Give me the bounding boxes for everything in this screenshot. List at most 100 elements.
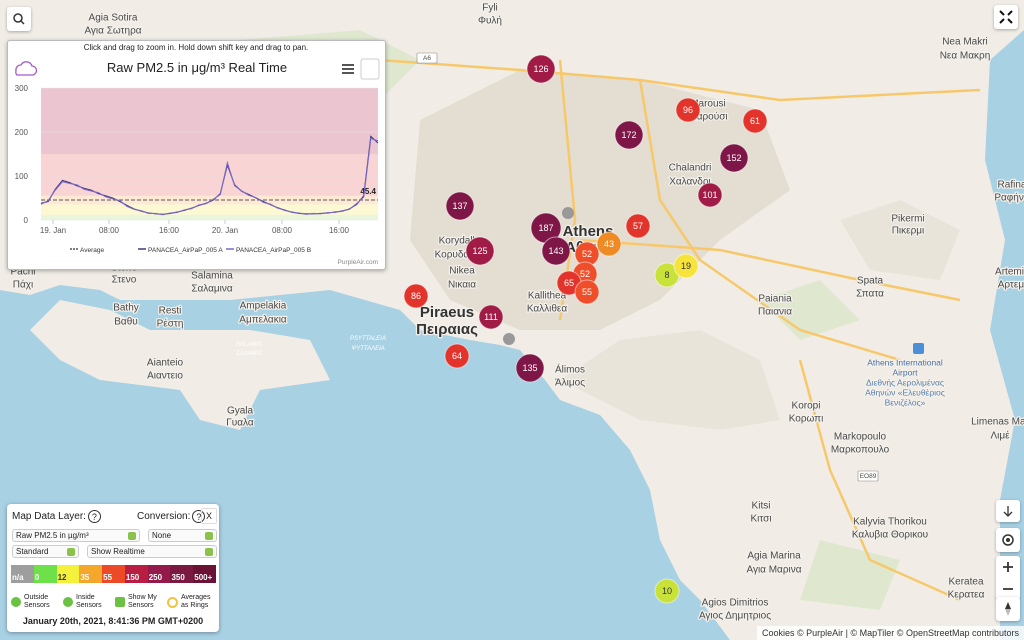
sensor-marker[interactable] xyxy=(515,353,545,383)
road-label: EO89 xyxy=(860,473,877,480)
color-scale: n/a 0 12 35 55 150 250 350 500+ xyxy=(11,565,217,583)
scale-label: 350 xyxy=(171,573,185,582)
help-button[interactable]: ? xyxy=(87,510,101,523)
sensor-marker[interactable] xyxy=(675,97,701,123)
icon xyxy=(1003,506,1013,517)
place-name: Artemis xyxy=(995,267,1024,278)
label: Conversion: xyxy=(137,511,191,522)
option-label: Averages as Rings xyxy=(181,594,211,609)
locate-button[interactable] xyxy=(996,528,1020,552)
help-button[interactable]: ? xyxy=(192,510,206,523)
island xyxy=(30,300,330,430)
sensor-value: 61 xyxy=(750,116,760,126)
x-tick-label: 19. Jan xyxy=(40,226,66,235)
scale-label: 35 xyxy=(80,573,90,582)
icon xyxy=(13,13,25,25)
road-badge xyxy=(857,470,879,482)
place-name: Paiania xyxy=(758,294,792,305)
time-select[interactable]: Show Realtime xyxy=(87,545,217,558)
y-tick-label: 300 xyxy=(15,84,29,93)
close-button[interactable]: X xyxy=(201,508,217,524)
icon xyxy=(999,10,1013,24)
sensor-value: 111 xyxy=(484,312,498,322)
y-tick-label: 200 xyxy=(15,128,29,137)
close-button[interactable] xyxy=(360,58,380,80)
airport-label: Airport xyxy=(892,367,918,377)
option-check xyxy=(11,597,21,607)
layer-select[interactable]: Raw PM2.5 in µg/m³ xyxy=(12,529,140,542)
sensor-marker[interactable] xyxy=(526,54,556,84)
download-button[interactable] xyxy=(996,500,1020,522)
fullscreen-button[interactable] xyxy=(994,5,1018,29)
option[interactable]: Averages as Rings xyxy=(167,594,215,610)
sensor-marker[interactable] xyxy=(697,182,723,208)
option-label: Outside Sensors xyxy=(24,594,50,609)
scale-label: 12 xyxy=(57,573,67,582)
place-name: Koropi xyxy=(792,401,821,412)
sensor-marker[interactable] xyxy=(403,283,429,309)
chart-hint: Click and drag to zoom in. Hold down shi… xyxy=(84,43,309,52)
place-local-name: Μαρκοπουλο xyxy=(831,445,890,456)
scale-label: 0 xyxy=(34,573,40,582)
select-row: Raw PM2.5 in µg/m³ None xyxy=(12,529,217,542)
place-local-name: Ρέστη xyxy=(157,318,184,330)
sensor-marker[interactable] xyxy=(444,343,470,369)
sensor-value: 19 xyxy=(681,261,691,271)
place-local-name: Αγια Σωτηρα xyxy=(84,26,141,37)
sensor-marker[interactable] xyxy=(742,108,768,134)
chart-popup[interactable]: Click and drag to zoom in. Hold down shi… xyxy=(7,40,386,270)
place-name: Chalandri xyxy=(669,163,712,174)
zoom-buttons[interactable] xyxy=(996,556,1020,600)
scale-cell: 55 xyxy=(102,565,125,583)
place-local-name: Χαλανδρι xyxy=(669,177,711,188)
option[interactable]: Inside Sensors xyxy=(63,594,111,610)
search-button[interactable] xyxy=(7,7,31,31)
sensor-value: 8 xyxy=(664,270,669,280)
sensor-value: 135 xyxy=(522,363,537,373)
conversion-select[interactable]: None xyxy=(148,529,217,542)
option[interactable]: Outside Sensors xyxy=(11,594,59,610)
menu-button[interactable] xyxy=(342,64,354,74)
sea-label: ΨΥΤΤΑΛΕΙΑ xyxy=(351,346,385,352)
place-name: Kitsi xyxy=(752,501,771,512)
compass-button[interactable] xyxy=(996,597,1020,621)
scale-cell: 350 xyxy=(170,565,194,583)
scale-label: n/a xyxy=(12,573,24,582)
place-name: Keratea xyxy=(948,577,983,588)
place-name: Kallithea xyxy=(528,291,567,302)
label: Map Data Layer: xyxy=(12,511,86,522)
mode-select[interactable]: Standard xyxy=(12,545,79,558)
select-text: Standard xyxy=(16,547,49,556)
sensor-marker[interactable] xyxy=(465,236,495,266)
sensor-marker[interactable] xyxy=(654,578,680,604)
threshold-band xyxy=(41,154,378,196)
offline-sensor xyxy=(562,207,574,219)
sensor-marker[interactable] xyxy=(596,231,622,257)
scale-cell: 35 xyxy=(79,565,103,583)
cloud-icon xyxy=(15,61,38,76)
sea-label: ΣΑΛΑΜΙΣ xyxy=(235,351,262,357)
sensor-marker[interactable] xyxy=(574,279,600,305)
legend-label: PANACEA_AirPaP_005 B xyxy=(236,247,311,254)
option-check xyxy=(63,597,73,607)
sensor-marker[interactable] xyxy=(478,304,504,330)
attribution: Cookies © PurpleAir | © MapTiler © OpenS… xyxy=(757,626,1024,640)
place-local-name: Στενο xyxy=(112,275,137,286)
place-local-name: Νεα Μακρη xyxy=(940,51,991,62)
sensor-marker[interactable] xyxy=(445,191,475,221)
place-local-name: Πάχι xyxy=(13,279,33,291)
icon xyxy=(1005,602,1011,616)
option[interactable]: Show My Sensors xyxy=(115,594,163,610)
place-local-name: Αιαντειο xyxy=(147,371,183,382)
sensor-marker[interactable] xyxy=(541,236,571,266)
place-name: Markopoulo xyxy=(834,432,887,443)
x-tick-label: 08:00 xyxy=(99,226,120,235)
sensor-marker[interactable] xyxy=(673,253,699,279)
legend-label: PANACEA_AirPaP_005 A xyxy=(148,247,223,254)
sensor-marker[interactable] xyxy=(625,213,651,239)
sensor-value: 52 xyxy=(582,249,592,259)
airport-icon xyxy=(913,343,924,354)
sensor-marker[interactable] xyxy=(719,143,749,173)
sensor-marker[interactable] xyxy=(614,120,644,150)
place-local-name: Βαθυ xyxy=(114,317,137,328)
